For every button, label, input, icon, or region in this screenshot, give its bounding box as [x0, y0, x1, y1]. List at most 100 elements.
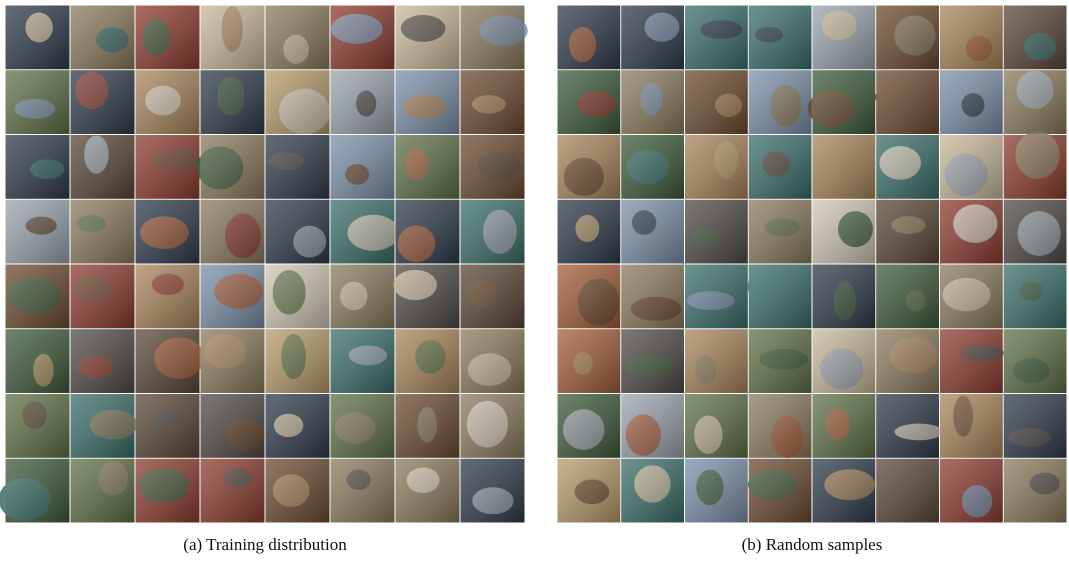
image-shade: [330, 264, 395, 329]
image-shade: [940, 199, 1003, 264]
image-shade: [621, 5, 684, 70]
image-shade: [557, 329, 621, 393]
image-shade: [621, 329, 684, 393]
image-shade: [557, 135, 621, 199]
image-shade: [940, 458, 1003, 523]
image-shade: [70, 264, 135, 329]
image-shade: [330, 70, 395, 134]
image-shade: [5, 70, 70, 134]
image-shade: [876, 458, 939, 523]
image-shade: [330, 135, 395, 199]
image-shade: [460, 135, 525, 199]
image-shade: [1003, 329, 1067, 393]
image-shade: [70, 394, 135, 458]
image-shade: [200, 394, 265, 458]
image-shade: [200, 135, 265, 199]
image-shade: [135, 329, 200, 393]
image-shade: [621, 199, 684, 264]
image-shade: [748, 329, 812, 393]
image-shade: [812, 394, 876, 458]
image-shade: [135, 70, 200, 134]
image-shade: [395, 5, 460, 70]
image-shade: [812, 5, 876, 70]
image-shade: [812, 70, 876, 134]
image-shade: [1003, 458, 1067, 523]
caption: (b) Random samples: [742, 535, 883, 554]
image-shade: [5, 394, 70, 458]
image-shade: [395, 264, 460, 329]
image-grid: [0, 5, 528, 523]
image-shade: [1003, 394, 1067, 458]
image-shade: [557, 5, 621, 70]
image-shade: [135, 5, 200, 70]
image-shade: [876, 199, 939, 264]
image-shade: [621, 70, 684, 134]
image-shade: [557, 199, 621, 264]
image-shade: [5, 135, 70, 199]
image-shade: [395, 199, 460, 264]
image-shade: [330, 329, 395, 393]
image-shade: [460, 329, 525, 393]
image-shade: [70, 135, 135, 199]
image-shade: [940, 329, 1003, 393]
image-shade: [940, 394, 1003, 458]
image-shade: [330, 458, 395, 523]
image-shade: [748, 5, 812, 70]
image-shade: [876, 135, 939, 199]
image-shade: [460, 199, 525, 264]
image-shade: [265, 5, 330, 70]
image-shade: [685, 199, 748, 264]
image-shade: [265, 329, 330, 393]
image-shade: [460, 264, 525, 329]
image-shade: [1003, 135, 1067, 199]
image-shade: [265, 199, 330, 264]
image-shade: [748, 70, 812, 134]
image-shade: [330, 199, 395, 264]
image-shade: [460, 458, 525, 523]
image-shade: [685, 264, 748, 329]
caption: (a) Training distribution: [183, 535, 347, 554]
image-shade: [812, 199, 876, 264]
image-shade: [395, 394, 460, 458]
image-shade: [940, 5, 1003, 70]
image-shade: [200, 5, 265, 70]
image-shade: [330, 5, 395, 70]
image-shade: [621, 394, 684, 458]
image-shade: [5, 199, 70, 264]
image-shade: [876, 329, 939, 393]
image-shade: [5, 264, 70, 329]
image-shade: [1003, 199, 1067, 264]
image-shade: [748, 199, 812, 264]
image-shade: [621, 458, 684, 523]
image-shade: [70, 5, 135, 70]
image-shade: [940, 135, 1003, 199]
image-shade: [70, 329, 135, 393]
image-shade: [5, 5, 70, 70]
image-shade: [200, 264, 265, 329]
image-shade: [265, 458, 330, 523]
image-shade: [460, 70, 525, 134]
image-shade: [135, 135, 200, 199]
image-shade: [1003, 70, 1067, 134]
image-shade: [812, 135, 876, 199]
image-shade: [135, 458, 200, 523]
image-shade: [685, 458, 748, 523]
image-shade: [460, 5, 525, 70]
image-shade: [70, 70, 135, 134]
image-shade: [5, 329, 70, 393]
image-shade: [1003, 264, 1067, 329]
image-shade: [812, 264, 876, 329]
image-shade: [265, 70, 330, 134]
image-shade: [685, 5, 748, 70]
image-shade: [395, 135, 460, 199]
image-grid: [557, 5, 1067, 523]
image-shade: [685, 135, 748, 199]
image-shade: [265, 264, 330, 329]
image-shade: [812, 329, 876, 393]
image-shade: [1003, 5, 1067, 70]
image-shade: [557, 70, 621, 134]
image-shade: [135, 264, 200, 329]
image-shade: [812, 458, 876, 523]
image-shade: [200, 70, 265, 134]
